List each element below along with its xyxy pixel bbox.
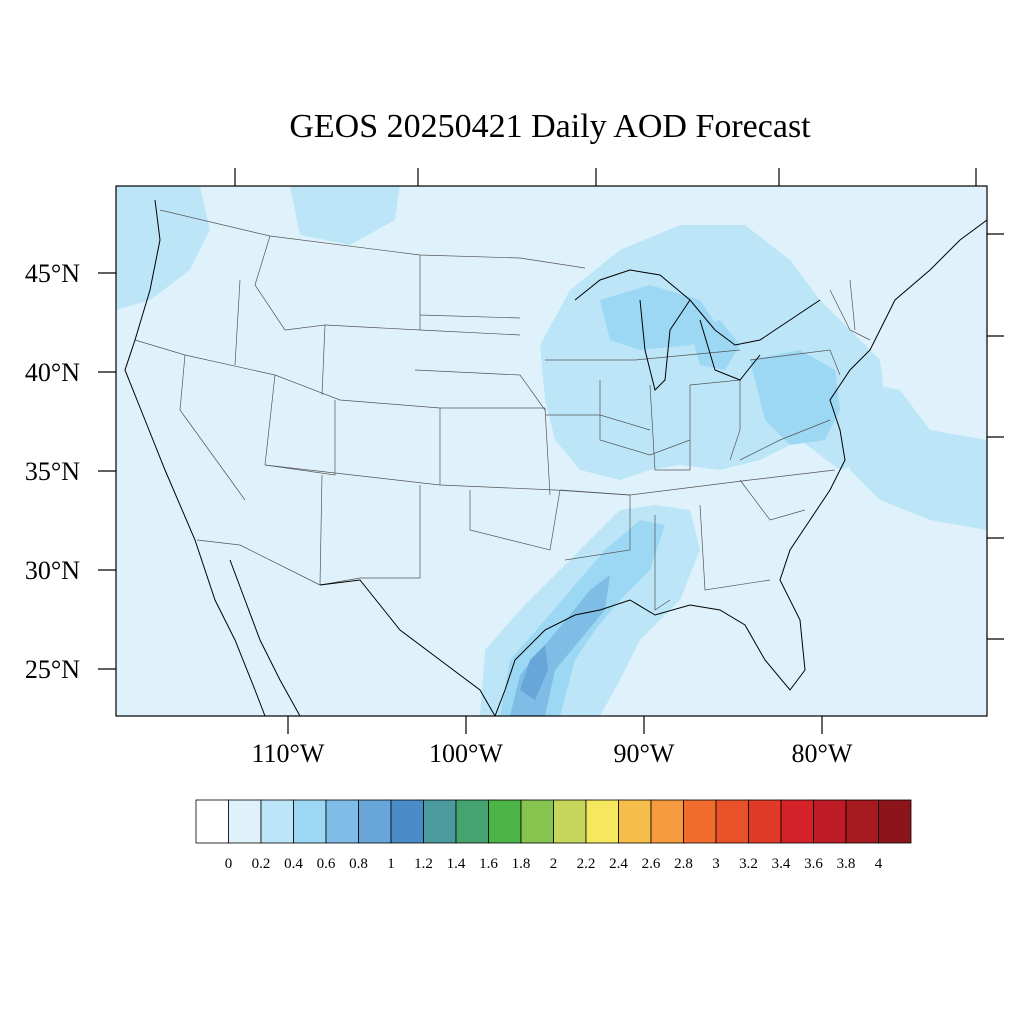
colorbar bbox=[195, 799, 912, 844]
colorbar-label: 3.2 bbox=[739, 856, 758, 872]
colorbar-swatch bbox=[878, 799, 912, 844]
bottom-ticks bbox=[287, 716, 823, 734]
aod-texas-coast-max bbox=[520, 645, 548, 700]
lon-label: 80°W bbox=[792, 739, 853, 768]
colorbar-label: 0.8 bbox=[349, 856, 368, 872]
colorbar-swatch bbox=[780, 799, 814, 844]
lat-label: 30°N bbox=[25, 556, 80, 585]
colorbar-label: 1.2 bbox=[414, 856, 433, 872]
aod-atlantic-offshore bbox=[850, 380, 987, 530]
lon-label: 90°W bbox=[614, 739, 675, 768]
colorbar-label: 3.6 bbox=[804, 856, 823, 872]
left-ticks bbox=[98, 272, 116, 670]
lat-label: 35°N bbox=[25, 457, 80, 486]
colorbar-swatch bbox=[748, 799, 782, 844]
lat-label: 25°N bbox=[25, 655, 80, 684]
colorbar-swatch bbox=[390, 799, 424, 844]
colorbar-swatch bbox=[488, 799, 522, 844]
colorbar-label: 0.2 bbox=[252, 856, 271, 872]
colorbar-swatch bbox=[618, 799, 652, 844]
colorbar-label: 0.4 bbox=[284, 856, 303, 872]
colorbar-swatch bbox=[228, 799, 262, 844]
colorbar-label: 3 bbox=[712, 856, 720, 872]
colorbar-label: 2 bbox=[550, 856, 558, 872]
colorbar-swatch bbox=[520, 799, 554, 844]
colorbar-swatch bbox=[813, 799, 847, 844]
colorbar-label: 1.6 bbox=[479, 856, 498, 872]
state-borders bbox=[134, 209, 871, 611]
top-ticks bbox=[234, 168, 977, 186]
colorbar-labels: 0 0.2 0.4 0.6 0.8 1 1.2 1.4 1.6 1.8 2 2.2 2.4 2.6 2.8 3… bbox=[225, 856, 883, 872]
colorbar-label: 3.8 bbox=[837, 856, 856, 872]
lat-labels: 45°N 40°N 35°N 30°N 25°N bbox=[25, 259, 80, 684]
map-frame bbox=[115, 185, 988, 717]
colorbar-swatch bbox=[553, 799, 587, 844]
colorbar-swatch bbox=[650, 799, 684, 844]
aod-mid-atlantic-plume bbox=[750, 350, 840, 445]
colorbar-label: 2.2 bbox=[577, 856, 596, 872]
colorbar-label: 2.8 bbox=[674, 856, 693, 872]
colorbar-swatch bbox=[325, 799, 359, 844]
colorbar-swatch bbox=[358, 799, 392, 844]
colorbar-label: 3.4 bbox=[772, 856, 791, 872]
colorbar-label: 1 bbox=[387, 856, 395, 872]
colorbar-swatch bbox=[715, 799, 749, 844]
lon-label: 100°W bbox=[429, 739, 503, 768]
colorbar-swatch bbox=[845, 799, 879, 844]
colorbar-swatch bbox=[423, 799, 457, 844]
colorbar-swatch bbox=[260, 799, 294, 844]
coastlines bbox=[124, 199, 987, 716]
right-ticks bbox=[987, 233, 1004, 640]
colorbar-label: 2.6 bbox=[642, 856, 661, 872]
colorbar-swatch bbox=[195, 799, 229, 844]
colorbar-swatch bbox=[293, 799, 327, 844]
lat-label: 40°N bbox=[25, 358, 80, 387]
colorbar-swatch bbox=[585, 799, 619, 844]
colorbar-label: 4 bbox=[875, 856, 883, 872]
colorbar-swatch bbox=[455, 799, 489, 844]
lon-labels: 110°W 100°W 90°W 80°W bbox=[252, 739, 853, 768]
colorbar-label: 0.6 bbox=[317, 856, 336, 872]
aod-pacific-northwest bbox=[116, 186, 210, 310]
colorbar-label: 1.4 bbox=[447, 856, 466, 872]
lat-label: 45°N bbox=[25, 259, 80, 288]
map-title: GEOS 20250421 Daily AOD Forecast bbox=[289, 108, 811, 145]
colorbar-label: 0 bbox=[225, 856, 233, 872]
colorbar-swatch bbox=[683, 799, 717, 844]
colorbar-label: 1.8 bbox=[512, 856, 531, 872]
lon-label: 110°W bbox=[252, 739, 325, 768]
colorbar-label: 2.4 bbox=[609, 856, 628, 872]
